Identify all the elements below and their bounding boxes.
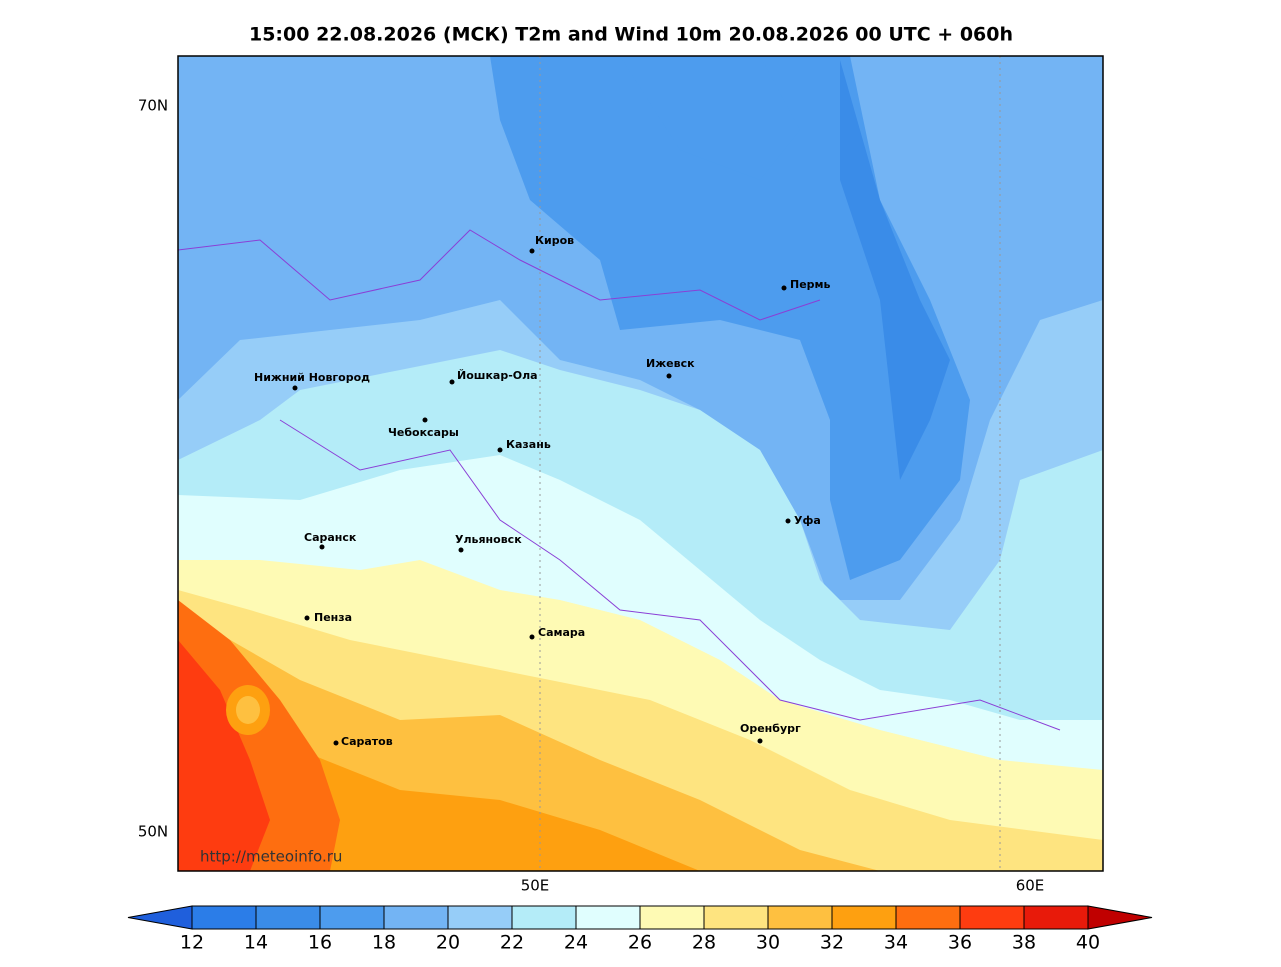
colorbar-segment [767,905,833,930]
colorbar-label: 40 [1076,932,1100,954]
city-label: Чебоксары [388,426,459,439]
watermark: http://meteoinfo.ru [200,848,342,866]
city-label: Оренбург [740,722,801,735]
city-label: Пермь [790,278,831,291]
city-label: Саратов [341,735,393,748]
city-label: Киров [535,234,574,247]
city: Ульяновск [455,533,522,553]
colorbar-label: 16 [308,932,332,954]
city: Пермь [781,278,831,291]
colorbar-segment [319,905,385,930]
lat-label: 70N [138,97,168,115]
city: Ижевск [646,357,695,379]
lon-label: 50E [521,877,550,895]
colorbar-segment [575,905,641,930]
colorbar-segment [191,905,257,930]
colorbar-extension [1087,905,1153,930]
city: Оренбург [740,722,801,744]
colorbar-label: 30 [756,932,780,954]
colorbar-label: 36 [948,932,972,954]
colorbar-segment [959,905,1025,930]
colorbar-segment [1023,905,1089,930]
city: Казань [497,438,551,453]
city: Пенза [304,611,352,624]
cities: Киров Пермь Ижевск Нижний Новгород Йошка… [254,234,831,748]
city-label: Уфа [794,514,821,527]
lat-label: 50N [138,823,168,841]
city-label: Саранск [304,531,357,544]
city: Уфа [785,514,821,527]
city-label: Нижний Новгород [254,371,370,384]
city-label: Йошкар-Ола [457,369,538,382]
colorbar-label: 24 [564,932,588,954]
colorbar-segment [895,905,961,930]
city: Киров [529,234,574,254]
colorbar-label: 28 [692,932,716,954]
title: 15:00 22.08.2026 (МСК) T2m and Wind 10m … [249,24,1013,46]
colorbar-segment [511,905,577,930]
city-label: Казань [506,438,551,451]
colorbar-segment [383,905,449,930]
colorbar-label: 20 [436,932,460,954]
temperature-field [178,56,1103,871]
colorbar-label: 12 [180,932,204,954]
colorbar-extension [127,905,193,930]
city: Нижний Новгород [254,371,370,391]
colorbar: 12 14 16 18 20 22 24 26 28 30 32 34 36 38 40 [127,905,1153,954]
colorbar-segment [703,905,769,930]
colorbar-label: 38 [1012,932,1036,954]
colorbar-label: 18 [372,932,396,954]
colorbar-segment [831,905,897,930]
colorbar-segment [639,905,705,930]
colorbar-label: 26 [628,932,652,954]
colorbar-segment [447,905,513,930]
city-label: Пенза [314,611,352,624]
colorbar-label: 34 [884,932,908,954]
city-label: Ижевск [646,357,695,370]
colorbar-label: 22 [500,932,524,954]
city: Самара [529,626,585,640]
city: Саратов [333,735,393,748]
colorbar-label: 14 [244,932,268,954]
lon-label: 60E [1016,877,1045,895]
city: Йошкар-Ола [449,369,538,385]
city: Саранск [304,531,357,550]
colorbar-segment [255,905,321,930]
city: Чебоксары [388,417,459,439]
map-frame [177,55,1104,872]
city-label: Самара [538,626,585,639]
city-label: Ульяновск [455,533,522,546]
colorbar-label: 32 [820,932,844,954]
